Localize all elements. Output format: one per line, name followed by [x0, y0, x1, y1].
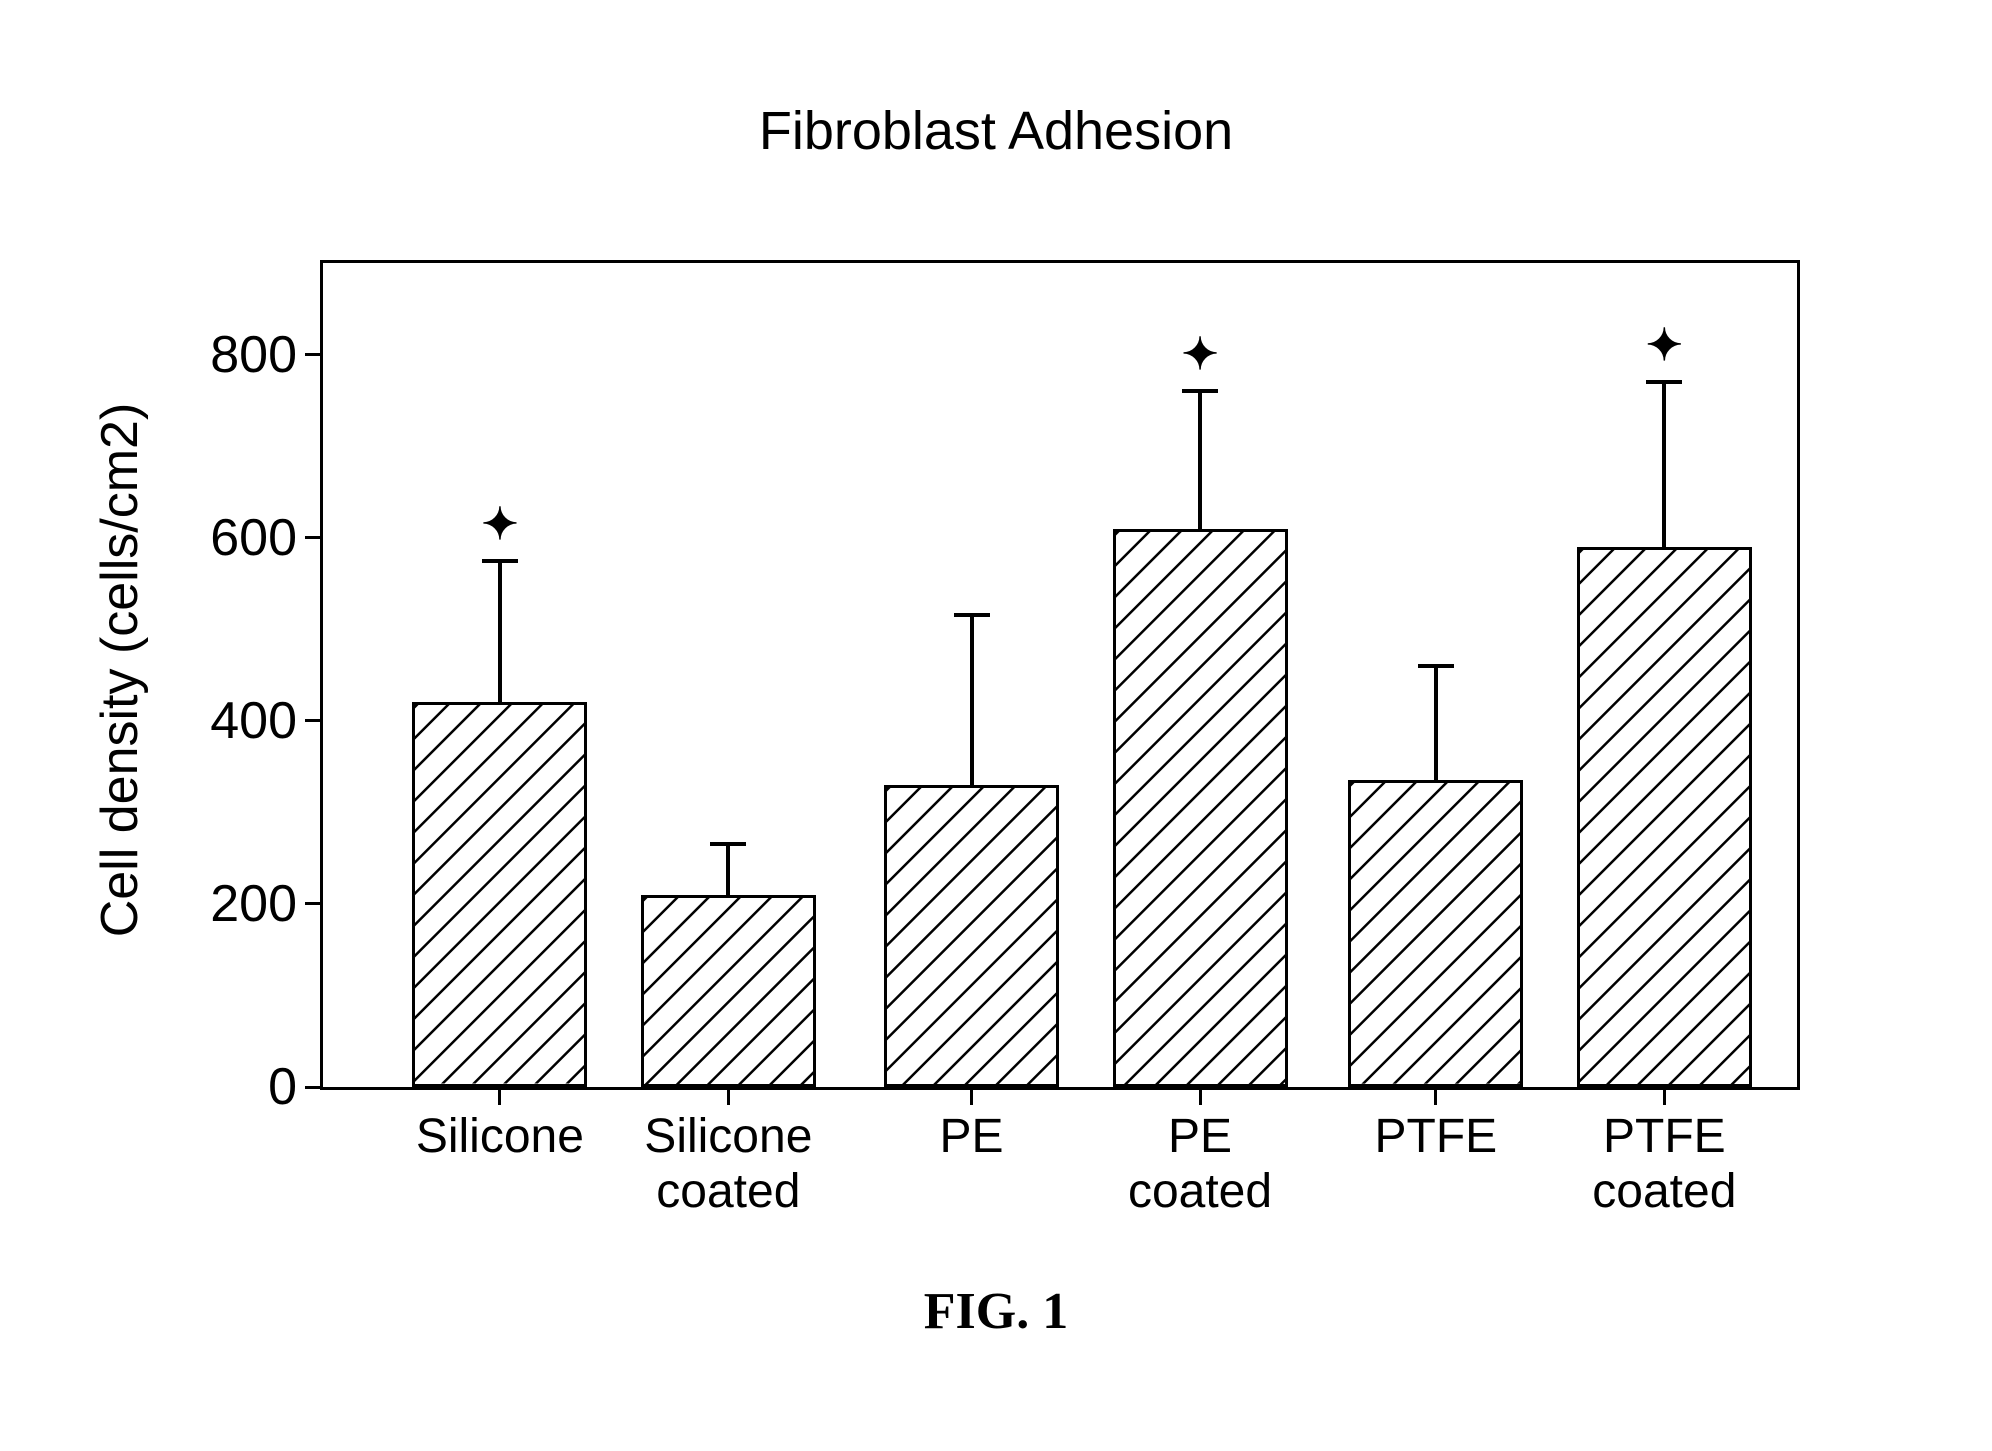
y-axis-tick — [305, 353, 323, 356]
error-bar-cap — [1418, 664, 1454, 668]
x-axis-label: Siliconecoated — [644, 1109, 812, 1219]
chart-title: Fibroblast Adhesion — [0, 100, 1992, 162]
y-axis-tick — [305, 536, 323, 539]
significance-marker: ✦ — [481, 503, 518, 547]
error-bar-cap — [710, 842, 746, 846]
error-bar-cap — [482, 559, 518, 563]
bar — [641, 895, 816, 1087]
bar — [1348, 780, 1523, 1087]
x-axis-tick — [498, 1087, 501, 1105]
x-axis-tick — [1434, 1087, 1437, 1105]
y-axis-tick — [305, 902, 323, 905]
x-axis-tick — [727, 1087, 730, 1105]
y-axis-tick-label: 800 — [210, 325, 297, 385]
bar — [1113, 529, 1288, 1087]
error-bar-cap — [1182, 389, 1218, 393]
significance-marker: ✦ — [1182, 333, 1219, 377]
page-root: Fibroblast Adhesion Cell density (cells/… — [0, 0, 1992, 1451]
figure-caption: FIG. 1 — [0, 1282, 1992, 1341]
bar — [412, 702, 587, 1087]
x-axis-tick — [970, 1087, 973, 1105]
y-axis-tick — [305, 1086, 323, 1089]
y-axis-tick-label: 400 — [210, 691, 297, 751]
x-axis-tick — [1663, 1087, 1666, 1105]
error-bar — [1434, 666, 1438, 780]
error-bar — [726, 844, 730, 894]
x-axis-label: Silicone — [416, 1109, 584, 1164]
error-bar — [970, 615, 974, 784]
y-axis-tick-label: 200 — [210, 874, 297, 934]
x-axis-label: PE — [940, 1109, 1004, 1164]
x-axis-label: PEcoated — [1128, 1109, 1272, 1219]
error-bar-cap — [1646, 380, 1682, 384]
error-bar-cap — [954, 613, 990, 617]
x-axis-tick — [1199, 1087, 1202, 1105]
plot-area: 0200400600800Silicone✦SiliconecoatedPEPE… — [320, 260, 1800, 1090]
error-bar — [1662, 382, 1666, 547]
y-axis-label: Cell density (cells/cm2) — [90, 403, 150, 938]
bar — [884, 785, 1059, 1087]
error-bar — [498, 561, 502, 703]
bar — [1577, 547, 1752, 1087]
significance-marker: ✦ — [1646, 324, 1683, 368]
y-axis-tick — [305, 719, 323, 722]
y-axis-tick-label: 600 — [210, 508, 297, 568]
x-axis-label: PTFEcoated — [1592, 1109, 1736, 1219]
error-bar — [1198, 391, 1202, 528]
x-axis-label: PTFE — [1375, 1109, 1498, 1164]
y-axis-tick-label: 0 — [268, 1057, 297, 1117]
